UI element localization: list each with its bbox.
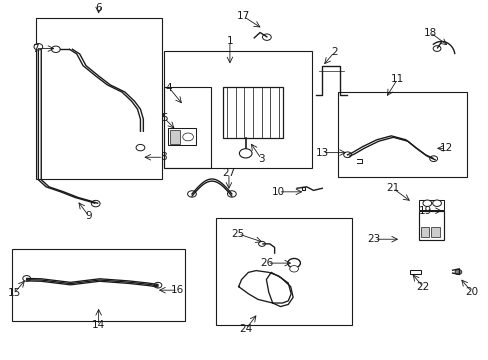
- Text: 27: 27: [222, 168, 235, 178]
- Text: 17: 17: [236, 12, 250, 22]
- Text: 10: 10: [271, 187, 285, 197]
- Circle shape: [422, 200, 431, 206]
- Text: 20: 20: [464, 287, 477, 297]
- Text: 7: 7: [32, 44, 39, 54]
- Circle shape: [289, 266, 298, 272]
- Text: 9: 9: [85, 211, 92, 221]
- Text: 5: 5: [161, 113, 167, 123]
- Circle shape: [343, 152, 351, 158]
- Circle shape: [287, 258, 300, 268]
- Bar: [164, 87, 211, 168]
- Bar: [164, 51, 311, 168]
- Text: 8: 8: [160, 152, 166, 162]
- Text: 12: 12: [439, 143, 452, 153]
- Text: 19: 19: [418, 206, 431, 216]
- Text: 13: 13: [315, 148, 328, 158]
- Bar: [216, 218, 352, 325]
- Circle shape: [51, 46, 60, 53]
- Text: 4: 4: [165, 83, 172, 93]
- Circle shape: [183, 133, 193, 141]
- Bar: [409, 270, 420, 274]
- Bar: [337, 92, 466, 177]
- Circle shape: [454, 270, 461, 275]
- Bar: [420, 228, 428, 237]
- Text: 22: 22: [415, 282, 428, 292]
- Circle shape: [91, 201, 100, 207]
- Bar: [222, 87, 283, 138]
- Text: 15: 15: [8, 288, 21, 298]
- Bar: [36, 18, 162, 179]
- Text: 21: 21: [386, 183, 399, 193]
- Circle shape: [239, 149, 251, 158]
- Text: 23: 23: [367, 234, 380, 244]
- Bar: [418, 211, 443, 240]
- Circle shape: [154, 282, 162, 288]
- Text: 18: 18: [423, 27, 436, 37]
- Text: 11: 11: [390, 74, 404, 84]
- Bar: [12, 249, 185, 321]
- Circle shape: [187, 191, 196, 197]
- Text: 14: 14: [92, 320, 105, 330]
- Text: 2: 2: [330, 47, 337, 57]
- Circle shape: [258, 241, 265, 246]
- Circle shape: [432, 46, 440, 51]
- Text: 3: 3: [258, 154, 264, 164]
- Text: 6: 6: [95, 3, 102, 13]
- Circle shape: [262, 34, 271, 40]
- Bar: [169, 130, 180, 144]
- Circle shape: [429, 156, 437, 162]
- Bar: [430, 228, 439, 237]
- Circle shape: [227, 191, 236, 197]
- Text: 24: 24: [239, 324, 252, 334]
- Circle shape: [432, 200, 441, 206]
- Text: 25: 25: [231, 229, 244, 239]
- Circle shape: [136, 144, 144, 151]
- Text: 16: 16: [171, 285, 184, 295]
- Text: 26: 26: [260, 258, 273, 268]
- Circle shape: [23, 275, 30, 281]
- Bar: [418, 200, 443, 210]
- Bar: [167, 129, 196, 145]
- Circle shape: [34, 44, 42, 50]
- Text: 1: 1: [226, 36, 233, 46]
